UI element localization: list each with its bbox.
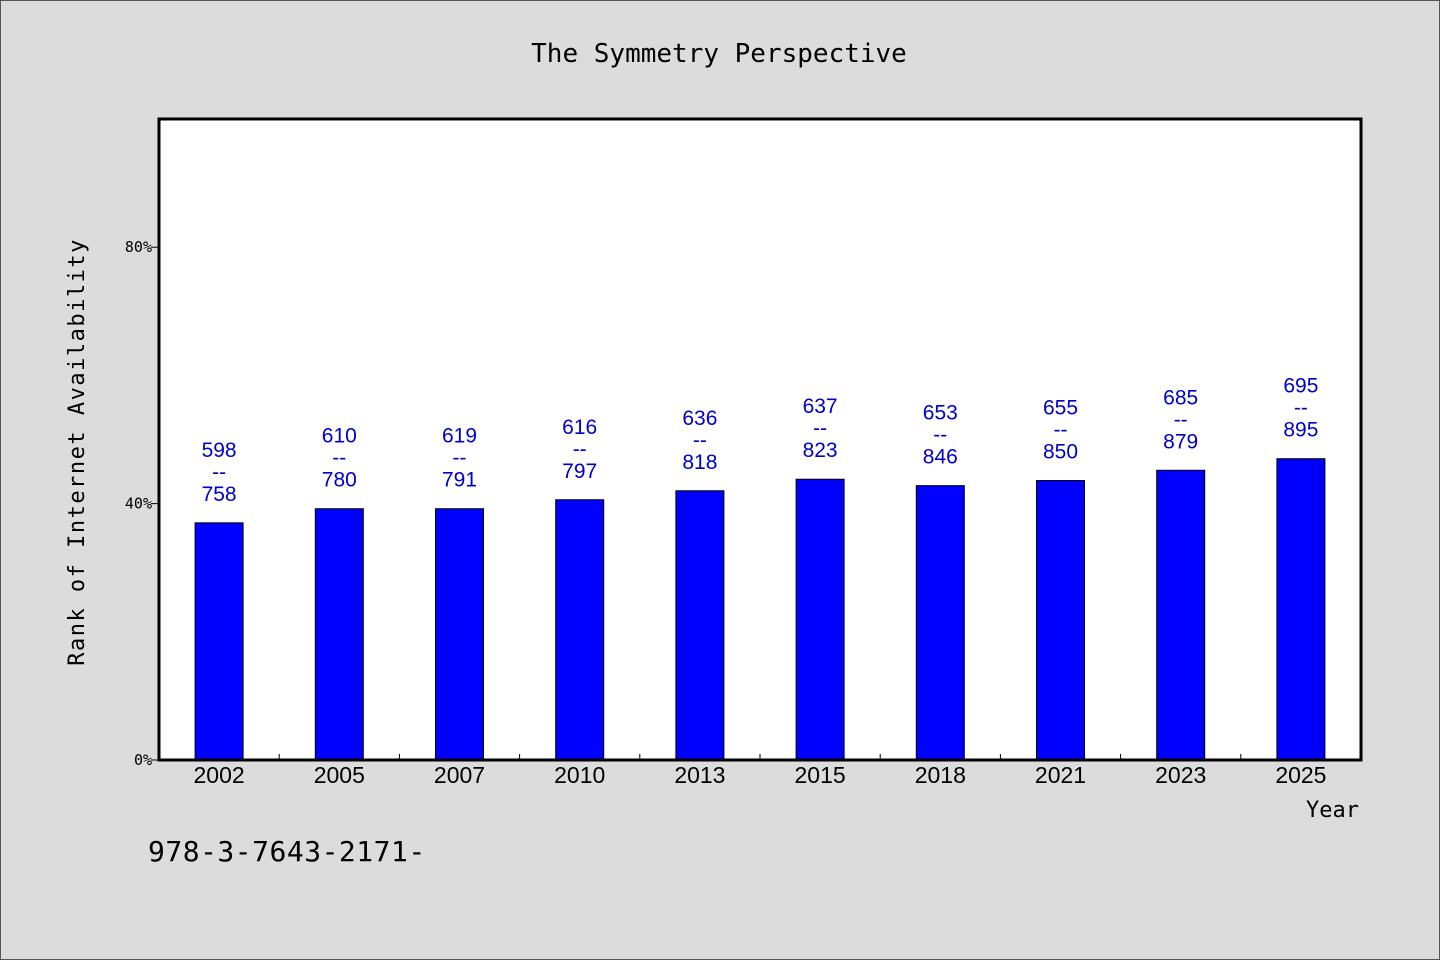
data-label-low-2002: 598 bbox=[202, 439, 237, 462]
bars-layer bbox=[194, 458, 1326, 761]
data-label-high-2013: 818 bbox=[682, 451, 717, 474]
data-label-separator-2018: -- bbox=[933, 424, 947, 447]
bar-2018 bbox=[915, 485, 965, 761]
data-label-high-2015: 823 bbox=[803, 439, 838, 462]
y-tick-label-2: 80% bbox=[125, 238, 152, 256]
y-tick-label-0: 0% bbox=[134, 751, 152, 769]
data-label-separator-2023: -- bbox=[1174, 408, 1188, 431]
data-label-low-2005: 610 bbox=[322, 425, 357, 448]
bar-2002 bbox=[194, 522, 244, 761]
data-label-separator-2025: -- bbox=[1294, 397, 1308, 420]
data-label-high-2010: 797 bbox=[562, 460, 597, 483]
data-label-low-2007: 619 bbox=[442, 425, 477, 448]
x-tick-label-2007: 2007 bbox=[434, 762, 485, 788]
x-tick-label-2010: 2010 bbox=[554, 762, 605, 788]
y-axis-label: Rank of Internet Availability bbox=[65, 238, 90, 666]
bar-2015 bbox=[795, 478, 845, 761]
bar-2010 bbox=[555, 499, 605, 761]
data-label-separator-2007: -- bbox=[453, 447, 467, 470]
data-label-separator-2010: -- bbox=[573, 438, 587, 461]
x-tick-label-2013: 2013 bbox=[674, 762, 725, 788]
data-label-high-2002: 758 bbox=[202, 483, 237, 506]
data-label-low-2015: 637 bbox=[803, 395, 838, 418]
data-label-high-2018: 846 bbox=[923, 446, 958, 469]
chart-title: The Symmetry Perspective bbox=[531, 39, 907, 69]
x-tick-label-2002: 2002 bbox=[194, 762, 245, 788]
data-label-high-2023: 879 bbox=[1163, 430, 1198, 453]
data-label-low-2023: 685 bbox=[1163, 386, 1198, 409]
x-tick-label-2018: 2018 bbox=[915, 762, 966, 788]
x-tick-label-2023: 2023 bbox=[1155, 762, 1206, 788]
x-tick-label-2025: 2025 bbox=[1275, 762, 1326, 788]
x-tick-label-2021: 2021 bbox=[1035, 762, 1086, 788]
bar-2021 bbox=[1036, 480, 1085, 761]
data-label-low-2013: 636 bbox=[682, 407, 717, 430]
data-label-low-2021: 655 bbox=[1043, 397, 1078, 420]
bar-2023 bbox=[1156, 469, 1206, 761]
y-tick-label-1: 40% bbox=[125, 495, 152, 513]
data-labels-layer: 598--758610--780619--791616--797636--818… bbox=[202, 375, 1319, 506]
bar-2007 bbox=[435, 508, 484, 761]
bar-2025 bbox=[1276, 458, 1326, 761]
bar-2013 bbox=[675, 490, 725, 761]
data-label-separator-2002: -- bbox=[212, 461, 226, 484]
data-label-high-2005: 780 bbox=[322, 469, 357, 492]
data-label-low-2018: 653 bbox=[923, 402, 958, 425]
data-label-separator-2005: -- bbox=[332, 447, 346, 470]
data-label-low-2025: 695 bbox=[1283, 375, 1318, 398]
footer-code: 978-3-7643-2171- bbox=[148, 835, 426, 868]
data-label-high-2021: 850 bbox=[1043, 441, 1078, 464]
data-label-separator-2015: -- bbox=[813, 417, 827, 440]
x-axis: 2002 2005 2007 2010 2013 2015 2018 2021 2023 2025 bbox=[194, 754, 1326, 788]
x-tick-label-2005: 2005 bbox=[314, 762, 365, 788]
x-tick-label-2015: 2015 bbox=[795, 762, 846, 788]
x-axis-label: Year bbox=[1306, 798, 1359, 823]
data-label-high-2025: 895 bbox=[1283, 419, 1318, 442]
bar-2005 bbox=[314, 508, 364, 761]
data-label-separator-2021: -- bbox=[1054, 419, 1068, 442]
data-label-low-2010: 616 bbox=[562, 416, 597, 439]
data-label-separator-2013: -- bbox=[693, 429, 707, 452]
data-label-high-2007: 791 bbox=[442, 469, 477, 492]
y-axis: 0% 40% 80% bbox=[125, 238, 159, 769]
